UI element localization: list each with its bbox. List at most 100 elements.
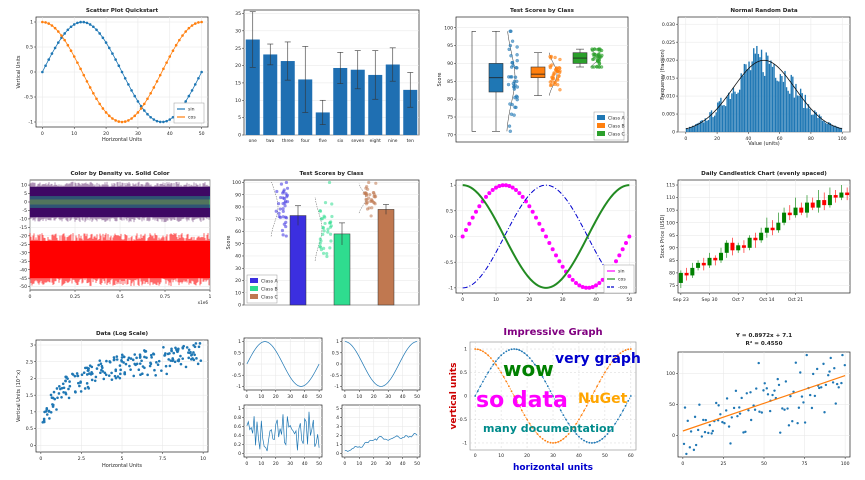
data-point [166,352,170,356]
data-point-sin [111,52,114,55]
data-point [103,371,107,375]
data-point-sin [470,215,475,220]
data-point-sin [146,112,149,116]
data-point [129,357,133,360]
data-point [689,430,693,433]
data-point [42,419,46,422]
candle-body [684,272,689,276]
data-point [170,349,173,353]
data-point [779,431,782,434]
data-point-sin [200,70,203,74]
data-point [79,381,82,384]
legend-entry: -cos [618,286,628,291]
data-point-cos [142,102,146,106]
jitter-point [508,43,513,48]
data-point [145,356,148,359]
data-point-cos [133,114,137,118]
x-tick-label: 20 [526,297,532,303]
histogram-bar [746,69,749,132]
jitter-point [281,209,285,214]
data-point [803,421,807,424]
histogram-bar [740,73,742,132]
annotation: NuGet [578,391,628,407]
data-point [190,354,193,357]
x-tick-label: 2.5 [78,456,85,462]
annotation: very graph [555,351,641,367]
bar-three [280,61,295,135]
jitter-point [319,248,323,252]
chart-subtitle: R² = 0.4550 [746,340,783,347]
data-point-cos [72,55,76,58]
data-point [84,366,87,370]
jitter-point [328,225,333,229]
candle-body [822,200,827,206]
data-point-sin [574,280,578,285]
x-tick-label: 100 [841,461,850,467]
jitter-point [515,45,519,49]
histogram-bar [693,126,695,132]
data-point [79,390,83,393]
y-tick-label: -0.5 [444,260,453,266]
candle-body [764,227,769,233]
jitter-point [285,186,290,190]
jitter-point [510,65,514,69]
x-tick-label: Oct 7 [732,297,744,303]
data-point-cos [181,34,184,37]
histogram-bar [779,74,781,132]
histogram-bar [801,93,803,132]
data-point [143,355,146,359]
x-tick-label: Sep 30 [702,297,718,303]
jitter-point [515,66,519,70]
histogram-bar [840,127,842,132]
x-tick-label: 30 [287,394,293,400]
data-point [835,382,839,386]
data-point [83,387,87,390]
y-tick-label: 105 [666,208,675,214]
violin-curve [548,52,558,96]
y-axis-label: Score [437,72,443,86]
y-tick-label: 100 [666,371,675,377]
jitter-point [515,59,519,63]
candle-body [724,242,729,253]
histogram-bar [809,108,811,132]
data-point-cos [111,117,114,120]
x-tick-label: 50 [761,461,767,467]
histogram-bar [806,108,808,132]
data-point-sin [460,234,465,239]
jitter-point [513,95,517,100]
data-point [195,357,198,360]
chart-bar-errors: one two three four five six seven eight nine ten 0… [235,9,420,144]
data-point [771,393,774,397]
y-tick-label: 60 [235,229,241,235]
data-point [707,431,710,435]
y-tick-label: 0 [238,133,241,139]
legend-entry: Class B [608,124,625,130]
data-point [781,407,784,410]
y-tick-label: 95 [447,43,453,49]
candle-body [827,195,832,206]
data-point-cos [114,119,117,122]
data-point [818,386,821,390]
y-axis-label: Frequency (fraction) [660,49,666,100]
jitter-point [319,217,323,221]
data-point-sin [614,259,618,264]
data-point-sin [474,209,478,214]
histogram-bar [737,92,739,132]
y-tick-label: 100 [232,180,241,186]
data-point [49,393,53,397]
data-point-sin [165,119,168,123]
data-point [192,351,195,354]
chart-regression: 0 25 50 75 100 100 50 0 Y = 0.8972x + 7.1R² = 0.… [666,333,851,467]
jitter-point [515,53,519,57]
x-tick-label: 30 [385,394,391,400]
jitter-point [515,98,519,102]
histogram-bar [712,117,714,132]
bar-Class A [289,215,307,306]
data-point-sin [41,70,44,74]
x-tick-label: Sep 23 [673,297,689,303]
chart-title: Scatter Plot Quickstart [86,8,159,14]
data-point-sin [76,21,79,25]
data-point [787,424,791,427]
